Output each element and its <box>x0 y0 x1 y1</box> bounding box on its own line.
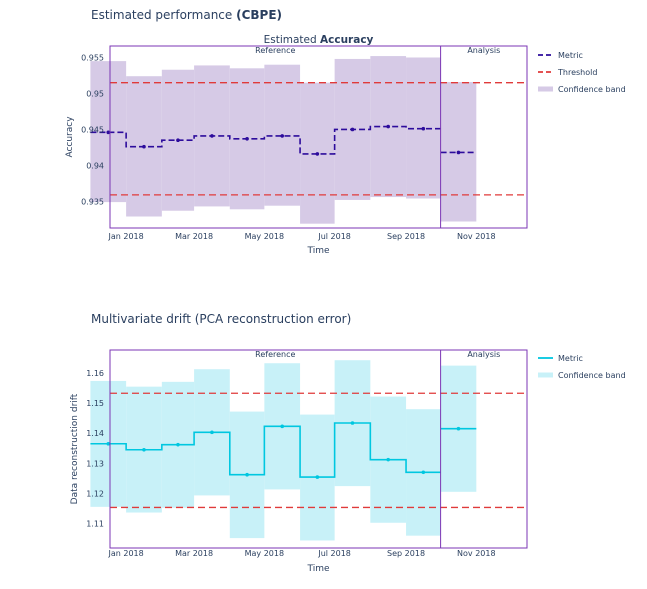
metric-point <box>210 430 214 435</box>
x-tick-label: Jan 2018 <box>108 232 144 241</box>
x-tick-label: Sep 2018 <box>387 232 425 241</box>
y-tick-label: 1.14 <box>86 429 104 438</box>
reference-period-label: Reference <box>255 46 295 55</box>
chart1-section-title-bold: (CBPE) <box>236 8 283 22</box>
metric-line-reference <box>90 422 441 478</box>
legend-label-threshold: Threshold <box>557 68 597 77</box>
y-tick-label: 0.935 <box>81 197 104 206</box>
chart2-section-title: Multivariate drift (PCA reconstruction e… <box>91 312 351 326</box>
metric-point <box>421 126 426 131</box>
legend-label-metric: Metric <box>558 354 583 363</box>
metric-point <box>350 421 355 425</box>
y-tick-label: 1.15 <box>86 399 104 408</box>
x-tick-label: Mar 2018 <box>175 232 213 241</box>
x-tick-label: May 2018 <box>245 232 284 241</box>
x-tick-label: May 2018 <box>245 549 284 558</box>
metric-point <box>210 134 214 138</box>
chart-subtitle: Estimated Accuracy <box>264 34 374 46</box>
plot-frame <box>109 349 528 549</box>
chart2-section-title-text: Multivariate drift (PCA reconstruction e… <box>91 312 352 326</box>
reference-period-label: Reference <box>255 350 295 359</box>
metric-point <box>315 152 320 156</box>
chart-subtitle-bold: Accuracy <box>320 34 374 46</box>
metric-point <box>350 127 355 132</box>
metric-line-reference <box>90 125 441 155</box>
y-tick-label: 1.12 <box>86 489 104 498</box>
metric-point <box>245 136 249 141</box>
x-tick-label: Jan 2018 <box>108 549 144 558</box>
metric-point <box>280 424 285 429</box>
legend-label-band: Confidence band <box>558 85 626 94</box>
metric-point <box>386 124 390 129</box>
y-axis-title: Data reconstruction drift <box>70 393 80 504</box>
analysis-period-label: Analysis <box>467 350 500 359</box>
x-tick-label: Jul 2018 <box>317 232 351 241</box>
metric-point <box>245 472 249 477</box>
metric-point <box>456 150 461 155</box>
metric-point <box>456 426 461 431</box>
analysis-period-label: Analysis <box>467 46 500 55</box>
metric-point <box>421 470 426 475</box>
chart-1: Reference Analysis Estimated Accuracy 0.935… <box>65 34 626 256</box>
metric-point <box>280 134 285 138</box>
metric-point <box>315 475 320 479</box>
metric-point <box>176 442 180 447</box>
chart-subtitle-prefix: Estimated <box>264 34 320 46</box>
legend-band-swatch <box>538 372 553 378</box>
chart1-section-title: Estimated performance (CBPE) <box>91 8 282 22</box>
y-axis-title: Accuracy <box>65 116 75 158</box>
x-tick-label: Nov 2018 <box>457 232 496 241</box>
plot-frame <box>109 45 528 229</box>
y-tick-label: 0.94 <box>86 161 104 170</box>
metric-point <box>106 441 111 446</box>
y-tick-label: 1.11 <box>86 519 104 528</box>
y-tick-label: 0.945 <box>81 125 104 134</box>
legend-band-swatch <box>538 86 553 92</box>
chart1-section-title-prefix: Estimated performance <box>91 8 237 22</box>
y-tick-label: 0.95 <box>86 89 104 98</box>
x-tick-label: Nov 2018 <box>457 549 496 558</box>
metric-point <box>142 144 146 149</box>
y-tick-label: 1.16 <box>86 369 104 378</box>
y-tick-label: 1.13 <box>86 459 104 468</box>
x-axis-title: Time <box>306 246 329 256</box>
x-tick-label: Mar 2018 <box>175 549 213 558</box>
metric-point <box>386 457 390 462</box>
y-tick-label: 0.955 <box>81 54 104 63</box>
metric-point <box>176 138 180 143</box>
metric-point <box>106 130 111 135</box>
legend-label-band: Confidence band <box>558 371 626 380</box>
x-tick-label: Jul 2018 <box>317 549 351 558</box>
x-axis-title: Time <box>306 564 329 574</box>
chart-2: Reference Analysis 1.11 1.12 1.13 1.14 1.15 1.1… <box>70 349 626 574</box>
x-tick-label: Sep 2018 <box>387 549 425 558</box>
legend-label-metric: Metric <box>558 51 583 60</box>
metric-point <box>142 447 146 452</box>
